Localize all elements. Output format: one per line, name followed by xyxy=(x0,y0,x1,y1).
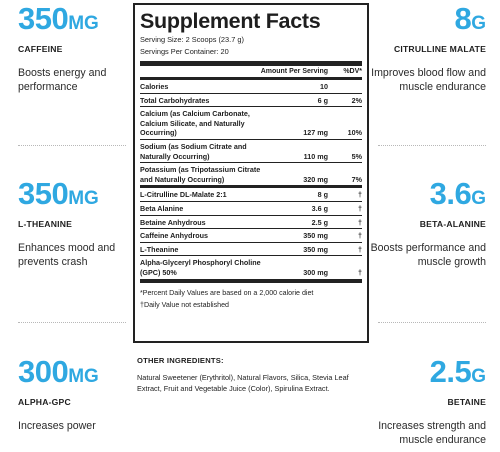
other-ingredients: OTHER INGREDIENTS: Natural Sweetener (Er… xyxy=(137,356,362,394)
footnote-dv-not-established: †Daily Value not established xyxy=(140,300,229,309)
row-dv: 2% xyxy=(351,95,362,105)
row-amount: 320 mg xyxy=(303,174,328,184)
caffeine-unit: MG xyxy=(68,13,99,34)
row-name: Sodium (as Sodium Citrate and Naturally … xyxy=(140,141,247,161)
alphagpc-callout: 300MG ALPHA-GPC Increases power xyxy=(18,356,142,433)
caffeine-name: CAFFEINE xyxy=(18,44,63,54)
betaalanine-description: Boosts performance and muscle growth xyxy=(370,242,486,269)
row-amount: 127 mg xyxy=(303,128,328,138)
citrulline-callout: 8G CITRULLINE MALATE Improves blood flow… xyxy=(356,3,486,95)
theanine-value: 350 xyxy=(18,176,69,211)
row-amount: 6 g xyxy=(317,95,328,105)
row-name: Potassium (as Tripotassium Citrate and N… xyxy=(140,165,261,184)
betaine-name: BETAINE xyxy=(447,397,486,407)
divider-right-2 xyxy=(378,322,486,323)
citrulline-value: 8 xyxy=(454,1,472,36)
facts-row: Calcium (as Calcium Carbonate, Calcium S… xyxy=(140,107,362,140)
facts-row: Calories 10 xyxy=(140,80,362,94)
facts-header-row: Amount Per Serving %DV* xyxy=(140,66,362,80)
alphagpc-description: Increases power xyxy=(18,420,96,432)
facts-title: Supplement Facts xyxy=(140,9,321,33)
betaalanine-callout: 3.6G BETA-ALANINE Boosts performance and… xyxy=(356,178,486,270)
facts-row: Sodium (as Sodium Citrate and Naturally … xyxy=(140,140,362,164)
alphagpc-value: 300 xyxy=(18,354,69,389)
facts-row: Betaine Anhydrous 2.5 g † xyxy=(140,216,362,230)
facts-row: Caffeine Anhydrous 350 mg † xyxy=(140,229,362,243)
row-amount: 3.6 g xyxy=(311,203,328,213)
row-amount: 350 mg xyxy=(303,244,328,254)
facts-row: Alpha-Glyceryl Phosphoryl Choline (GPC) … xyxy=(140,256,362,283)
betaalanine-unit: G xyxy=(471,188,486,209)
facts-row: L-Theanine 350 mg † xyxy=(140,243,362,257)
betaalanine-amount: 3.6G xyxy=(356,178,486,214)
servings-per-container: Servings Per Container: 20 xyxy=(140,47,229,56)
row-name: Calcium (as Calcium Carbonate, Calcium S… xyxy=(140,109,250,138)
betaalanine-name: BETA-ALANINE xyxy=(419,219,486,229)
citrulline-amount: 8G xyxy=(356,3,486,39)
row-dv: † xyxy=(358,203,362,213)
header-spacer xyxy=(140,68,222,75)
divider-left-1 xyxy=(18,145,126,146)
row-dv: † xyxy=(358,267,362,277)
row-name: Caffeine Anhydrous xyxy=(140,231,209,241)
caffeine-description: Boosts energy and performance xyxy=(18,67,107,94)
citrulline-description: Improves blood flow and muscle endurance xyxy=(371,67,486,94)
row-name: L-Theanine xyxy=(140,244,179,254)
theanine-name: L-THEANINE xyxy=(18,219,73,229)
betaalanine-value: 3.6 xyxy=(429,176,472,211)
row-dv: 7% xyxy=(351,174,362,184)
row-dv: 5% xyxy=(351,151,362,161)
row-amount: 110 mg xyxy=(303,151,328,161)
betaine-callout: 2.5G BETAINE Increases strength and musc… xyxy=(356,356,486,448)
citrulline-unit: G xyxy=(471,13,486,34)
row-name: Beta Alanine xyxy=(140,203,184,213)
alphagpc-amount: 300MG xyxy=(18,356,142,392)
citrulline-name: CITRULLINE MALATE xyxy=(393,44,486,54)
theanine-unit: MG xyxy=(68,188,99,209)
row-amount: 10 xyxy=(320,82,328,91)
row-dv: † xyxy=(358,244,362,254)
row-dv: † xyxy=(358,217,362,227)
alphagpc-unit: MG xyxy=(68,366,99,387)
facts-row: Potassium (as Tripotassium Citrate and N… xyxy=(140,163,362,189)
row-dv: † xyxy=(358,190,362,200)
divider-left-2 xyxy=(18,322,126,323)
caffeine-amount: 350MG xyxy=(18,3,142,39)
betaine-amount: 2.5G xyxy=(356,356,486,392)
other-ingredients-text: Natural Sweetener (Erythritol), Natural … xyxy=(137,373,349,394)
other-ingredients-heading: OTHER INGREDIENTS: xyxy=(137,356,224,365)
row-amount: 8 g xyxy=(317,190,328,200)
facts-row: Beta Alanine 3.6 g † xyxy=(140,202,362,216)
betaine-value: 2.5 xyxy=(429,354,472,389)
theanine-callout: 350MG L-THEANINE Enhances mood and preve… xyxy=(18,178,142,270)
row-name: Calories xyxy=(140,82,169,91)
row-name: Betaine Anhydrous xyxy=(140,217,206,227)
thick-divider xyxy=(140,61,362,66)
facts-row: Total Carbohydrates 6 g 2% xyxy=(140,94,362,108)
row-name: Total Carbohydrates xyxy=(140,95,210,105)
serving-size: Serving Size: 2 Scoops (23.7 g) xyxy=(140,35,244,44)
amount-per-serving-header: Amount Per Serving xyxy=(260,68,328,75)
row-amount: 300 mg xyxy=(303,267,328,277)
row-dv: 10% xyxy=(347,128,362,138)
facts-footnotes: *Percent Daily Values are based on a 2,0… xyxy=(140,283,362,311)
facts-row: L-Citrulline DL-Malate 2:1 8 g † xyxy=(140,188,362,202)
row-amount: 2.5 g xyxy=(311,217,328,227)
row-name: Alpha-Glyceryl Phosphoryl Choline (GPC) … xyxy=(140,258,261,277)
divider-right-1 xyxy=(378,145,486,146)
supplement-facts-panel: Supplement Facts Serving Size: 2 Scoops … xyxy=(133,3,369,343)
betaine-unit: G xyxy=(471,366,486,387)
alphagpc-name: ALPHA-GPC xyxy=(18,397,71,407)
footnote-percent-dv: *Percent Daily Values are based on a 2,0… xyxy=(140,288,314,297)
caffeine-callout: 350MG CAFFEINE Boosts energy and perform… xyxy=(18,3,142,95)
caffeine-value: 350 xyxy=(18,1,69,36)
theanine-description: Enhances mood and prevents crash xyxy=(18,242,116,269)
row-name: L-Citrulline DL-Malate 2:1 xyxy=(140,190,227,200)
daily-value-header: %DV* xyxy=(343,68,362,75)
row-dv: † xyxy=(358,231,362,241)
theanine-amount: 350MG xyxy=(18,178,142,214)
row-amount: 350 mg xyxy=(303,231,328,241)
betaine-description: Increases strength and muscle endurance xyxy=(378,420,486,447)
